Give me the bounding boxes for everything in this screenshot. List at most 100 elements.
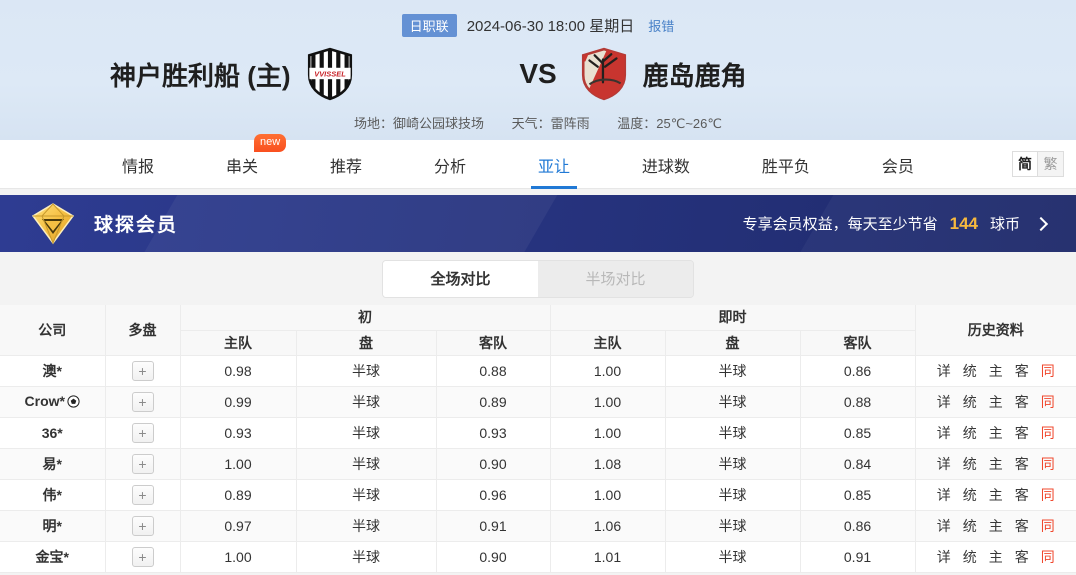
live-away-odds: 0.88	[799, 385, 916, 418]
history-link-同[interactable]: 同	[1040, 517, 1055, 534]
history-link-主[interactable]: 主	[988, 362, 1003, 379]
history-link-同[interactable]: 同	[1040, 362, 1055, 379]
company-name[interactable]: 易*	[0, 447, 106, 480]
init-handicap: 半球	[295, 509, 437, 542]
lang-simplified-button[interactable]: 简	[1012, 151, 1038, 177]
half-match-tab[interactable]: 半场对比	[538, 260, 693, 297]
history-link-详[interactable]: 详	[936, 455, 951, 472]
view-toggle: 全场对比 半场对比	[382, 259, 694, 298]
live-away-odds: 0.85	[799, 478, 916, 511]
live-handicap: 半球	[664, 354, 801, 387]
expand-multi-odds-button[interactable]: +	[131, 360, 154, 381]
expand-multi-odds-button[interactable]: +	[131, 453, 154, 474]
history-link-同[interactable]: 同	[1040, 455, 1055, 472]
odds-row: 澳* +0.98 半球 0.88 1.00 半球 0.86 详统主客同	[0, 354, 1076, 387]
history-link-详[interactable]: 详	[936, 362, 951, 379]
expand-multi-odds-button[interactable]: +	[131, 391, 154, 412]
expand-multi-odds-button[interactable]: +	[131, 484, 154, 505]
tab-jinqiushu[interactable]: 进球数	[641, 158, 690, 176]
company-name[interactable]: Crow*	[0, 385, 106, 418]
init-away-odds: 0.93	[435, 416, 551, 449]
odds-row: Crow* +0.99 半球 0.89 1.00 半球 0.88 详统主客同	[0, 385, 1076, 418]
history-link-详[interactable]: 详	[936, 517, 951, 534]
expand-multi-odds-button[interactable]: +	[131, 422, 154, 443]
history-link-详[interactable]: 详	[936, 486, 951, 503]
history-link-统[interactable]: 统	[962, 362, 977, 379]
col-header-initial: 初	[179, 305, 551, 331]
history-link-同[interactable]: 同	[1040, 548, 1055, 565]
history-link-统[interactable]: 统	[962, 548, 977, 565]
multi-odds-cell: +	[104, 447, 181, 480]
init-home-odds: 1.00	[179, 447, 297, 480]
company-name[interactable]: 伟*	[0, 478, 106, 511]
history-links-cell: 详统主客同	[914, 540, 1076, 573]
col-header-live-home: 主队	[549, 329, 666, 356]
nav-tabs: 情报 串关 new 推荐 分析 亚让 进球数 胜平负 会员	[118, 133, 918, 189]
history-link-主[interactable]: 主	[988, 424, 1003, 441]
tab-fenxi[interactable]: 分析	[433, 158, 466, 176]
init-home-odds: 0.97	[179, 509, 297, 542]
tab-qingbao[interactable]: 情报	[122, 158, 155, 176]
live-home-odds: 1.06	[549, 509, 666, 542]
history-link-客[interactable]: 客	[1014, 362, 1029, 379]
history-link-统[interactable]: 统	[962, 424, 977, 441]
full-match-tab[interactable]: 全场对比	[383, 260, 538, 297]
lang-traditional-button[interactable]: 繁	[1038, 151, 1064, 177]
history-link-同[interactable]: 同	[1040, 486, 1055, 503]
history-link-客[interactable]: 客	[1014, 393, 1029, 410]
away-team: 鹿岛鹿角	[577, 47, 966, 101]
history-link-同[interactable]: 同	[1040, 424, 1055, 441]
tab-tuijian[interactable]: 推荐	[329, 158, 362, 176]
vip-promo-suffix: 球币	[989, 216, 1020, 233]
company-name[interactable]: 金宝*	[0, 540, 106, 573]
odds-row: 金宝* +1.00 半球 0.90 1.01 半球 0.91 详统主客同	[0, 540, 1076, 573]
history-link-客[interactable]: 客	[1014, 548, 1029, 565]
history-link-主[interactable]: 主	[988, 393, 1003, 410]
company-name[interactable]: 36*	[0, 416, 106, 449]
home-team-name: 神户胜利船 (主)	[110, 60, 291, 91]
tab-chuanguan[interactable]: 串关 new	[222, 133, 287, 189]
col-header-init-home: 主队	[180, 329, 297, 356]
history-link-统[interactable]: 统	[962, 393, 977, 410]
league-badge[interactable]: 日职联	[401, 14, 457, 37]
history-links-cell: 详统主客同	[914, 385, 1076, 418]
history-link-同[interactable]: 同	[1040, 393, 1055, 410]
history-link-客[interactable]: 客	[1014, 455, 1029, 472]
history-link-主[interactable]: 主	[988, 486, 1003, 503]
vip-banner-left: 球探会员	[30, 202, 178, 245]
company-name[interactable]: 澳*	[0, 354, 106, 387]
history-link-主[interactable]: 主	[988, 455, 1003, 472]
history-link-详[interactable]: 详	[936, 548, 951, 565]
history-link-客[interactable]: 客	[1014, 424, 1029, 441]
col-header-live-handicap: 盘	[664, 329, 801, 356]
col-header-multi: 多盘	[104, 305, 181, 356]
expand-multi-odds-button[interactable]: +	[131, 546, 154, 567]
vip-banner[interactable]: 球探会员 专享会员权益，每天至少节省 144 球币	[0, 195, 1076, 252]
history-link-客[interactable]: 客	[1014, 517, 1029, 534]
history-link-统[interactable]: 统	[962, 455, 977, 472]
history-link-统[interactable]: 统	[962, 486, 977, 503]
svg-text:VVISSEL: VVISSEL	[314, 70, 346, 79]
live-home-odds: 1.00	[549, 354, 666, 387]
live-handicap: 半球	[664, 416, 801, 449]
company-name[interactable]: 明*	[0, 509, 106, 542]
live-handicap: 半球	[664, 385, 801, 418]
tab-shengpingfu[interactable]: 胜平负	[761, 158, 810, 176]
expand-multi-odds-button[interactable]: +	[131, 515, 154, 536]
history-link-主[interactable]: 主	[988, 517, 1003, 534]
history-link-客[interactable]: 客	[1014, 486, 1029, 503]
chevron-right-icon	[1033, 216, 1049, 231]
report-error-link[interactable]: 报错	[648, 19, 675, 34]
history-link-详[interactable]: 详	[936, 424, 951, 441]
vip-banner-promo[interactable]: 专享会员权益，每天至少节省 144 球币	[743, 213, 1049, 234]
history-link-详[interactable]: 详	[936, 393, 951, 410]
init-away-odds: 0.90	[435, 540, 551, 573]
tab-yarang[interactable]: 亚让	[534, 140, 574, 189]
init-handicap: 半球	[295, 540, 437, 573]
history-link-统[interactable]: 统	[962, 517, 977, 534]
home-team: 神户胜利船 (主) VVISSEL	[110, 47, 499, 101]
vip-diamond-icon	[30, 202, 76, 245]
history-link-主[interactable]: 主	[988, 548, 1003, 565]
tab-huiyuan[interactable]: 会员	[881, 158, 914, 176]
live-away-odds: 0.86	[799, 509, 916, 542]
